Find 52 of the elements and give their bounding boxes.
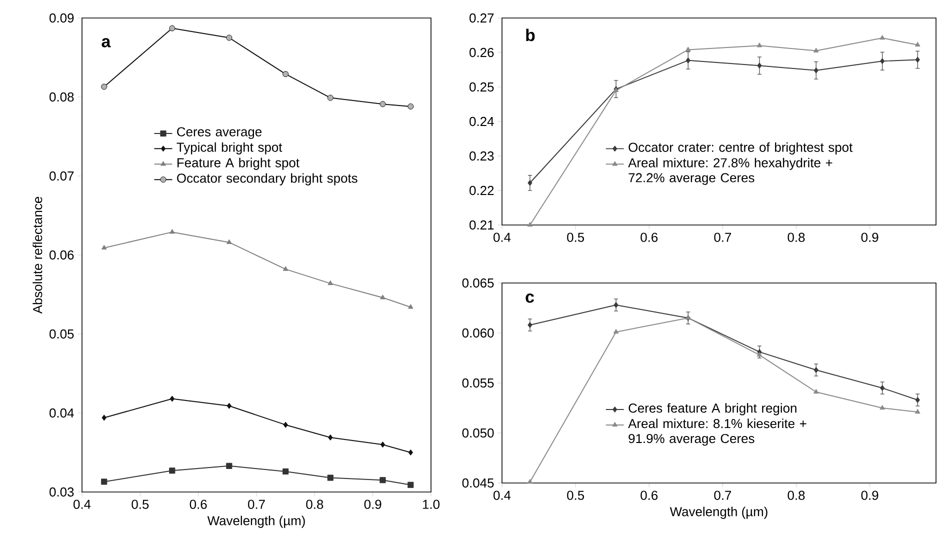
y-axis-title: Absolute reflectance (32, 196, 42, 314)
y-tick-label: 0.050 (462, 428, 494, 438)
legend-label: Ceres average (177, 127, 262, 139)
y-tick-label: 0.24 (470, 116, 494, 126)
y-tick-label: 0.07 (50, 171, 74, 181)
legend-label: Areal mixture: 8.1% kieserite + 91.9% average Ceres (628, 418, 806, 446)
x-tick-label: 0.5 (567, 490, 584, 500)
x-tick-label: 0.4 (494, 490, 511, 500)
y-tick-label: 0.26 (470, 48, 494, 58)
x-tick-label: 0.8 (788, 232, 805, 242)
y-tick-label: 0.21 (470, 220, 494, 230)
y-tick-label: 0.03 (50, 487, 74, 497)
legend-label: Typical bright spot (176, 142, 282, 154)
x-tick-label: 0.9 (364, 500, 382, 509)
y-tick-label: 0.23 (470, 151, 494, 161)
x-tick-label: 0.8 (788, 490, 805, 500)
x-tick-label: 0.7 (714, 490, 732, 500)
x-tick-label: 0.7 (714, 232, 732, 242)
x-tick-label: 0.6 (190, 500, 207, 509)
legend-label: Occator secondary bright spots (177, 173, 358, 186)
annotation: a (102, 38, 111, 48)
x-tick-label: 0.5 (567, 232, 584, 242)
x-tick-label: 0.9 (861, 232, 878, 242)
legend-label: Occator crater: centre of brightest spot (628, 142, 853, 154)
x-axis-title: Wavelength (µm) (207, 516, 305, 528)
x-tick-label: 0.9 (861, 490, 878, 500)
x-tick-label: 0.4 (494, 232, 511, 242)
y-tick-label: 0.04 (50, 408, 74, 418)
y-tick-label: 0.065 (462, 278, 494, 288)
y-tick-label: 0.05 (50, 329, 74, 339)
x-tick-label: 0.6 (640, 490, 658, 500)
x-tick-label: 0.6 (640, 232, 658, 242)
y-tick-label: 0.22 (470, 186, 494, 196)
legend-label: Ceres feature A bright region (628, 403, 796, 416)
legend-label: Feature A bright spot (178, 158, 300, 170)
y-tick-label: 0.08 (50, 92, 74, 102)
y-tick-label: 0.06 (50, 250, 74, 260)
legend-label: Areal mixture: 27.8% hexahydrite + 72.2% average Ceres (628, 158, 832, 185)
x-axis-title: Wavelength (µm) (670, 506, 768, 519)
y-tick-label: 0.25 (470, 82, 494, 92)
y-tick-label: 0.055 (462, 378, 494, 388)
y-tick-label: 0.060 (462, 328, 494, 338)
annotation: b (526, 28, 535, 42)
x-tick-label: 0.4 (74, 500, 91, 509)
x-tick-label: 0.7 (248, 500, 265, 509)
y-tick-label: 0.27 (470, 13, 494, 23)
annotation: c (526, 294, 534, 303)
x-tick-label: 1.0 (422, 500, 440, 509)
x-tick-label: 0.5 (132, 500, 149, 509)
y-tick-label: 0.09 (50, 13, 74, 23)
y-tick-label: 0.045 (462, 478, 494, 488)
x-tick-label: 0.8 (306, 500, 324, 509)
